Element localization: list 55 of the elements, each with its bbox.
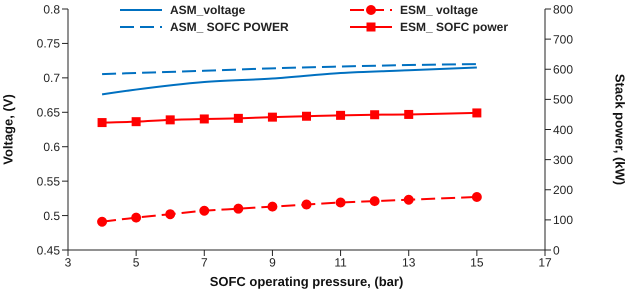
point [404,194,414,205]
x-tick-label: 7 [200,256,208,270]
legend-label: ASM_ SOFC POWER [170,20,289,34]
x-tick-label: 3 [64,256,72,270]
point [336,197,346,208]
point [200,114,209,124]
line-series [101,66,478,96]
point [268,112,277,122]
point [472,108,482,118]
y-axis-title: Voltage, (V) [0,94,16,165]
point [233,204,244,214]
y2-axis-title: Stack power, (kW) [612,74,628,186]
point [234,114,243,123]
y2-tick-label: 200 [553,183,574,198]
y-tick-label: 0.6 [43,140,60,154]
y-tick-label: 0.45 [36,243,60,258]
y2-tick-label: 300 [553,152,574,167]
point [336,110,346,120]
x-tick-label: 11 [334,256,348,270]
y-tick-label: 0.75 [36,36,60,51]
legend-label: ASM_voltage [170,2,246,16]
x-tick-label: 13 [402,256,416,270]
y-tick-label: 0.7 [43,71,60,86]
y-tick-label: 0.5 [43,208,60,223]
y2-tick-label: 0 [553,243,560,258]
x-tick-label: 5 [132,256,140,270]
point [267,202,278,212]
legend-label: ESM_ SOFC power [400,20,508,34]
point [132,117,141,126]
point [166,115,175,124]
point [97,216,108,227]
y2-tick-label: 100 [553,213,574,228]
point [131,212,142,223]
y2-tick-label: 500 [553,92,574,107]
point [302,112,311,121]
y2-tick-label: 700 [553,32,574,46]
y2-tick-label: 600 [553,62,574,77]
point [370,110,380,120]
y-tick-label: 0.55 [36,174,60,188]
point [404,110,414,119]
point [472,192,482,202]
y2-tick-label: 400 [553,122,574,137]
point [98,118,107,128]
legend-label: ESM_ voltage [400,2,478,16]
point [370,196,380,206]
x-tick-label: 9 [269,256,276,270]
x-tick-label: 17 [538,256,552,270]
y-tick-label: 0.8 [43,2,60,16]
y2-tick-label: 800 [553,2,574,16]
point [302,200,312,210]
y-tick-label: 0.65 [36,106,60,120]
x-tick-label: 15 [470,256,484,270]
x-axis-title: SOFC operating pressure, (bar) [210,274,404,289]
point [165,209,176,220]
point [199,206,210,216]
